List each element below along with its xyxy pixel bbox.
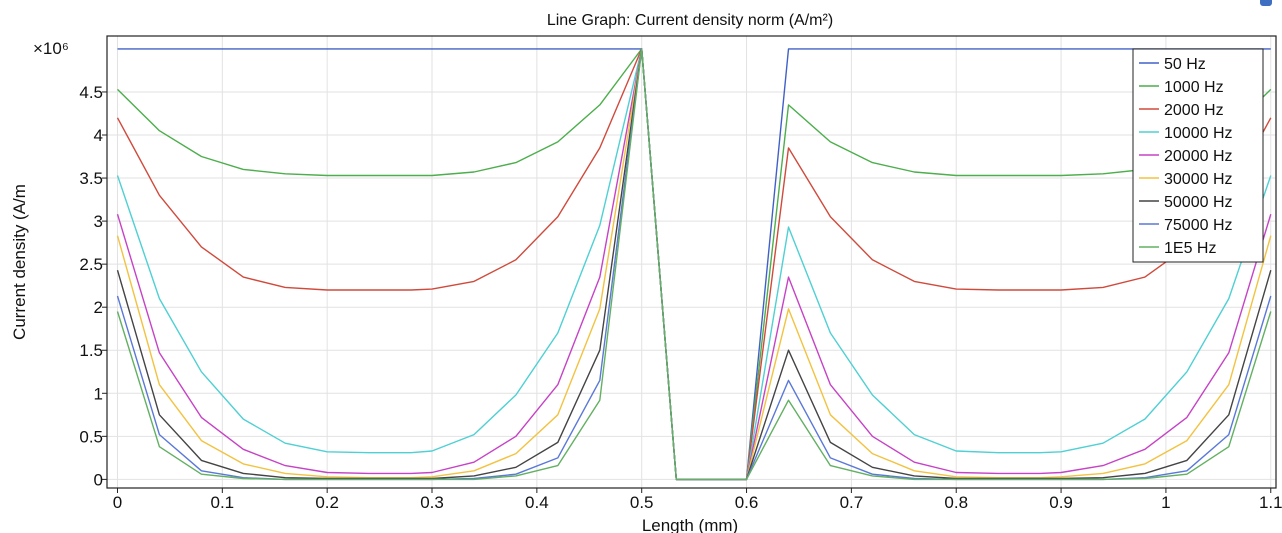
x-tick-label: 0.6 [735, 493, 759, 512]
x-tick-label: 0.8 [944, 493, 968, 512]
legend-label: 1E5 Hz [1164, 240, 1216, 257]
plot-frame [106, 35, 1277, 489]
y-axis-title: Current density (A/m [10, 184, 29, 340]
series-line-1e5-hz [116, 48, 1272, 481]
x-tick-label: 1.1 [1259, 493, 1282, 512]
grid [107, 36, 1276, 488]
x-tick-label: 0.9 [1049, 493, 1073, 512]
x-tick-label: 0.3 [420, 493, 444, 512]
x-axis-title: Length (mm) [642, 516, 738, 533]
x-tick-label: 0.7 [840, 493, 864, 512]
y-tick-label: 3 [94, 212, 103, 231]
legend-label: 10000 Hz [1164, 125, 1233, 142]
y-tick-label: 4 [94, 126, 103, 145]
y-tick-label: 1 [94, 384, 103, 403]
legend-label: 50 Hz [1164, 56, 1206, 73]
y-tick-label: 2.5 [79, 255, 103, 274]
legend-label: 1000 Hz [1164, 79, 1224, 96]
window-corner-icon [1260, 0, 1272, 6]
chart-title: Line Graph: Current density norm (A/m²) [547, 12, 833, 29]
x-tick-label: 0.5 [630, 493, 654, 512]
x-tick-label: 0.4 [525, 493, 549, 512]
x-tick-label: 0.1 [211, 493, 235, 512]
series-lines [116, 48, 1272, 481]
x-tick-label: 1 [1161, 493, 1170, 512]
legend-label: 50000 Hz [1164, 194, 1233, 211]
y-axis-multiplier: ×10⁶ [33, 39, 69, 58]
x-tick-label: 0 [113, 493, 122, 512]
y-tick-label: 0 [94, 470, 103, 489]
legend-label: 2000 Hz [1164, 102, 1224, 119]
legend-label: 20000 Hz [1164, 148, 1233, 165]
y-tick-label: 2 [94, 298, 103, 317]
x-tick-label: 0.2 [315, 493, 339, 512]
y-tick-label: 3.5 [79, 169, 103, 188]
legend-label: 30000 Hz [1164, 171, 1233, 188]
legend-label: 75000 Hz [1164, 217, 1233, 234]
y-axis-ticks: 0 0.5 1 1.5 2 2.5 3 3.5 4 4.5 [79, 83, 107, 489]
y-tick-label: 1.5 [79, 341, 103, 360]
x-axis-ticks: 0 0.1 0.2 0.3 0.4 0.5 0.6 0.7 0.8 0.9 1 1.1 [113, 488, 1282, 512]
legend: 50 Hz 1000 Hz 2000 Hz 10000 Hz 20000 Hz 30000… [1132, 48, 1264, 263]
y-tick-label: 4.5 [79, 83, 103, 102]
y-tick-label: 0.5 [79, 427, 103, 446]
